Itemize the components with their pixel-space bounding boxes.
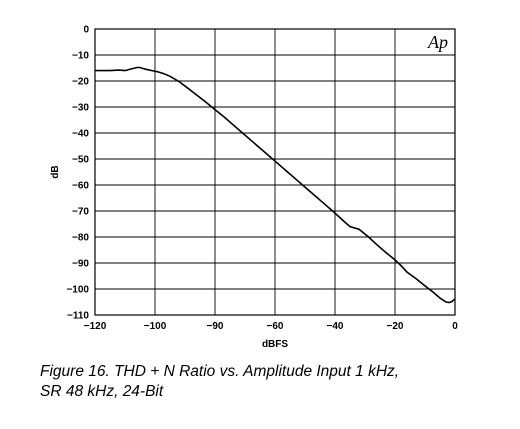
ap-logo: Ap	[427, 32, 448, 52]
figure-caption: Figure 16. THD + N Ratio vs. Amplitude I…	[40, 362, 510, 402]
series-line	[95, 66, 456, 304]
y-tick-label: −70	[72, 207, 89, 218]
x-tick-label: −40	[327, 321, 344, 332]
caption-line-1: Figure 16. THD + N Ratio vs. Amplitude I…	[40, 363, 400, 380]
grid	[94, 28, 456, 316]
x-tick-label: −100	[144, 321, 167, 332]
y-tick-label: −20	[72, 77, 89, 88]
y-tick-label: −30	[72, 103, 89, 114]
y-axis-label: dB	[50, 165, 61, 178]
y-tick-label: −40	[72, 129, 89, 140]
y-tick-label: −50	[72, 155, 89, 166]
y-tick-label: −80	[72, 233, 89, 244]
y-tick-label: 0	[83, 25, 89, 36]
y-tick-label: −10	[72, 51, 89, 62]
x-tick-labels: −120 −100 −90 −60 −40 −20 0	[84, 321, 458, 332]
plot-frame	[94, 28, 456, 316]
y-tick-label: −110	[67, 311, 89, 322]
thd-n-chart: 0 −10 −20 −30 −40 −50 −60 −70 −80 −90 −100 −110 −12…	[50, 25, 458, 351]
x-tick-label: 0	[452, 321, 458, 332]
y-tick-label: −90	[72, 259, 89, 270]
y-tick-label: −60	[72, 181, 89, 192]
caption-line-2: SR 48 kHz, 24-Bit	[40, 383, 164, 400]
x-axis-label: dBFS	[262, 339, 288, 350]
x-tick-label: −60	[267, 321, 284, 332]
y-tick-labels: 0 −10 −20 −30 −40 −50 −60 −70 −80 −90 −100 −110	[66, 25, 89, 322]
x-tick-label: −90	[207, 321, 224, 332]
y-tick-label: −100	[66, 285, 89, 296]
x-tick-label: −20	[387, 321, 404, 332]
x-tick-label: −120	[84, 321, 107, 332]
